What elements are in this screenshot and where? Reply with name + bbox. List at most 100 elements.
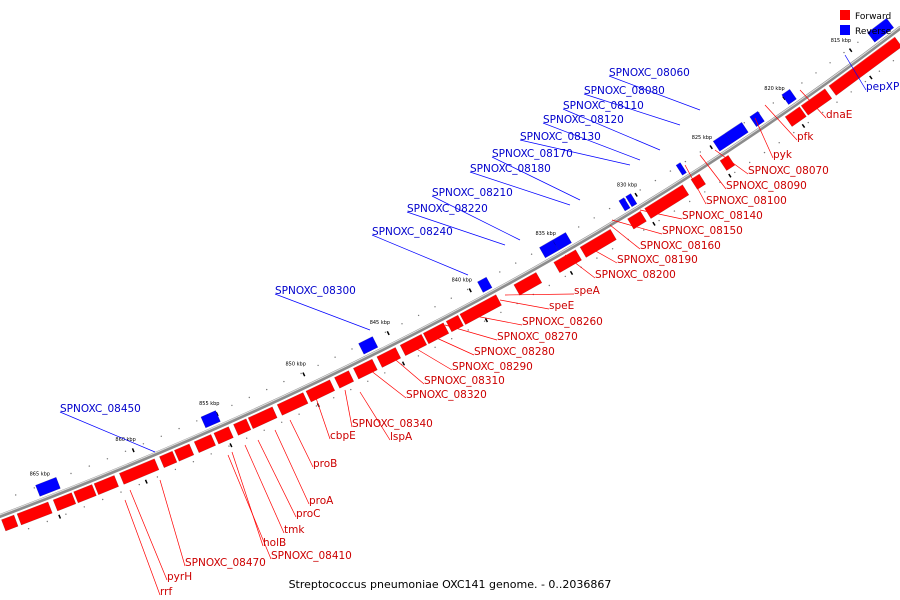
tick-label: 860 kbp [115,437,135,443]
reverse-gene-arrow [539,239,559,259]
gene-label: SPNOXC_08060 [609,67,690,79]
forward-gene-arrow-shade [1,514,15,520]
minor-dot [88,465,91,467]
forward-gene-arrow-shade [423,322,445,334]
minor-dot [384,331,387,333]
minor-dot [434,306,436,308]
minor-dot [515,262,517,264]
leader-line [231,451,264,547]
minor-dot [843,51,845,54]
leader-line [583,93,681,126]
gene-label: SPNOXC_08080 [584,85,665,97]
major-tick [569,270,574,275]
minor-dot [178,427,180,430]
minor-dot [333,397,335,399]
reverse-gene-arrow-shade [867,17,888,33]
tick-layer: 815 kbp 820 kbp 825 kbp 830 kbp 835 kbp 840 k… [30,38,873,519]
forward-gene-arrow [1,514,19,532]
minor-dot [210,453,212,455]
gene-label: SPNOXC_08290 [452,361,533,373]
gene-label: SPNOXC_08310 [424,375,505,387]
tick-label: 820 kbp [764,86,784,92]
reverse-gene-arrow-shade [200,410,217,417]
reverse-gene-arrow-shade [713,132,727,142]
gene-label: pepXP [866,81,899,93]
forward-gene-arrow [93,475,120,496]
minor-dot [70,472,72,475]
legend-reverse-label: Reverse [855,27,892,37]
minor-dot [639,189,641,191]
forward-gene-arrow [233,418,252,436]
leader-line [504,293,575,296]
reverse-gene-arrow [200,410,221,429]
forward-gene-arrow-shade [644,184,684,209]
forward-gene-arrow [828,36,900,96]
forward-gene-arrow [376,347,402,368]
gene-label: holB [263,537,286,549]
leader-line [59,411,156,453]
gene-label: SPNOXC_08120 [543,114,624,126]
gene-label: SPNOXC_08300 [275,285,356,297]
gene-label: rrf [160,586,172,598]
forward-gene-arrow [690,173,707,190]
gene-label: lspA [390,431,413,443]
major-tick [386,330,390,336]
minor-dot [500,311,502,314]
tick-label: 845 kbp [370,320,390,326]
forward-gene-arrow [247,406,278,430]
minor-dot [317,364,319,367]
gene-label: SPNOXC_08160 [640,240,721,252]
major-tick [848,48,853,53]
reverse-gene-arrow-shade [477,276,488,282]
minor-dot [608,207,611,210]
forward-gene-arrow-shade [119,458,156,474]
tick-label: 815 kbp [831,38,851,44]
minor-dot [417,355,420,357]
legend-forward-swatch [840,10,850,20]
leader-line [684,164,707,205]
leader-line [227,454,272,560]
forward-gene-arrow-shade [73,484,93,492]
minor-dot [156,476,159,478]
gene-label: proC [296,508,321,520]
leader-line [799,89,827,119]
genome-backbone [0,26,900,518]
gene-label: SPNOXC_08410 [271,550,352,562]
leader-line [714,149,749,175]
gene-label: SPNOXC_08130 [520,131,601,143]
leader-line [371,234,469,276]
minor-dot [643,229,645,231]
forward-gene-arrow [73,484,97,504]
forward-gene-arrow-shade [627,210,642,219]
tick-label: 835 kbp [536,231,556,237]
gene-label: SPNOXC_08150 [662,225,743,237]
leader-line [359,391,391,441]
leader-line [699,154,727,190]
leader-line [129,489,168,581]
minor-dot [878,70,881,72]
gene-label: SPNOXC_08190 [617,254,698,266]
major-tick [782,95,786,101]
minor-dot [138,483,140,486]
minor-dot [367,380,369,382]
reverse-gene-arrow [35,476,61,497]
reverse-gene-arrow [867,17,895,43]
leader-line [764,104,798,141]
minor-dot [351,348,353,350]
gene-label: SPNOXC_08470 [185,557,266,569]
major-tick [652,221,656,226]
label-leader-lines [59,54,867,596]
minor-dot [801,82,803,84]
genome-backbone-highlight [0,26,900,516]
gene-label: proB [313,458,337,470]
major-tick [144,479,148,484]
forward-gene-arrow [445,314,464,333]
minor-dot [658,219,660,222]
leader-line [159,479,186,567]
gene-label: SPNOXC_08180 [470,163,551,175]
gene-label: cbpE [330,430,356,442]
forward-gene-arrow [352,358,378,380]
minor-dot [196,420,198,422]
reverse-gene-arrow-shade [358,336,374,344]
